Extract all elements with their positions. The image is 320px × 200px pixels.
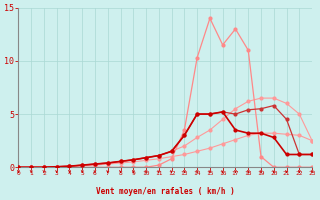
X-axis label: Vent moyen/en rafales ( km/h ): Vent moyen/en rafales ( km/h ): [96, 187, 235, 196]
